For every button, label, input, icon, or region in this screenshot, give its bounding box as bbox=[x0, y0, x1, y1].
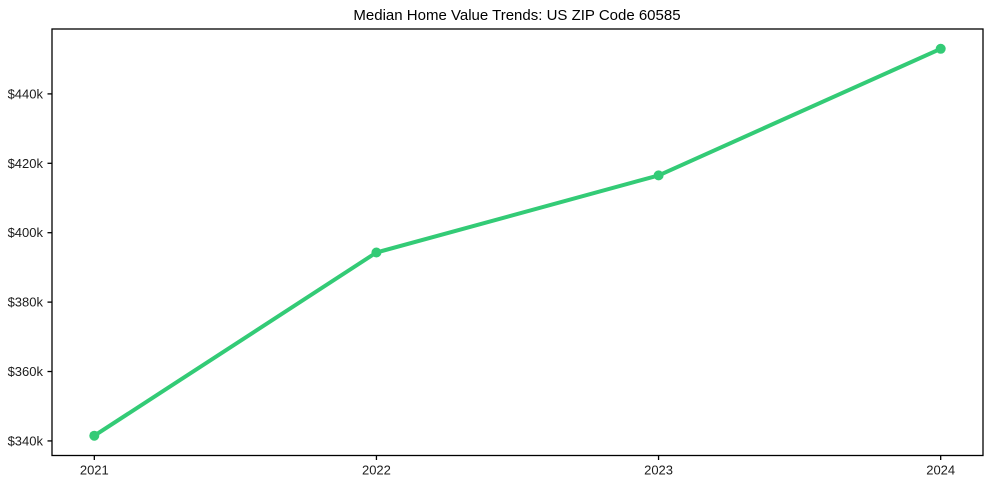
data-point-2024 bbox=[935, 43, 946, 54]
y-tick-label: $400k bbox=[8, 225, 44, 240]
x-tick-label: 2021 bbox=[80, 463, 109, 478]
data-point-2023 bbox=[653, 170, 664, 181]
x-tick-label: 2022 bbox=[362, 463, 391, 478]
plot-frame bbox=[51, 28, 984, 457]
y-tick-label: $440k bbox=[8, 86, 44, 101]
y-tick-label: $380k bbox=[8, 295, 44, 310]
trend-line bbox=[92, 46, 943, 438]
x-axis-ticks: 2021 2022 2023 2024 bbox=[80, 455, 955, 478]
data-point-2022 bbox=[371, 247, 382, 258]
y-tick-label: $360k bbox=[8, 364, 44, 379]
data-point-2021 bbox=[89, 430, 100, 441]
y-tick-label: $340k bbox=[8, 433, 44, 448]
y-tick-label: $420k bbox=[8, 156, 44, 171]
series-group bbox=[89, 43, 946, 441]
x-tick-label: 2023 bbox=[644, 463, 673, 478]
x-tick-label: 2024 bbox=[926, 463, 955, 478]
y-axis-ticks: $340k $360k $380k $400k $420k $440k bbox=[8, 86, 52, 448]
chart-title: Median Home Value Trends: US ZIP Code 60… bbox=[353, 7, 680, 24]
